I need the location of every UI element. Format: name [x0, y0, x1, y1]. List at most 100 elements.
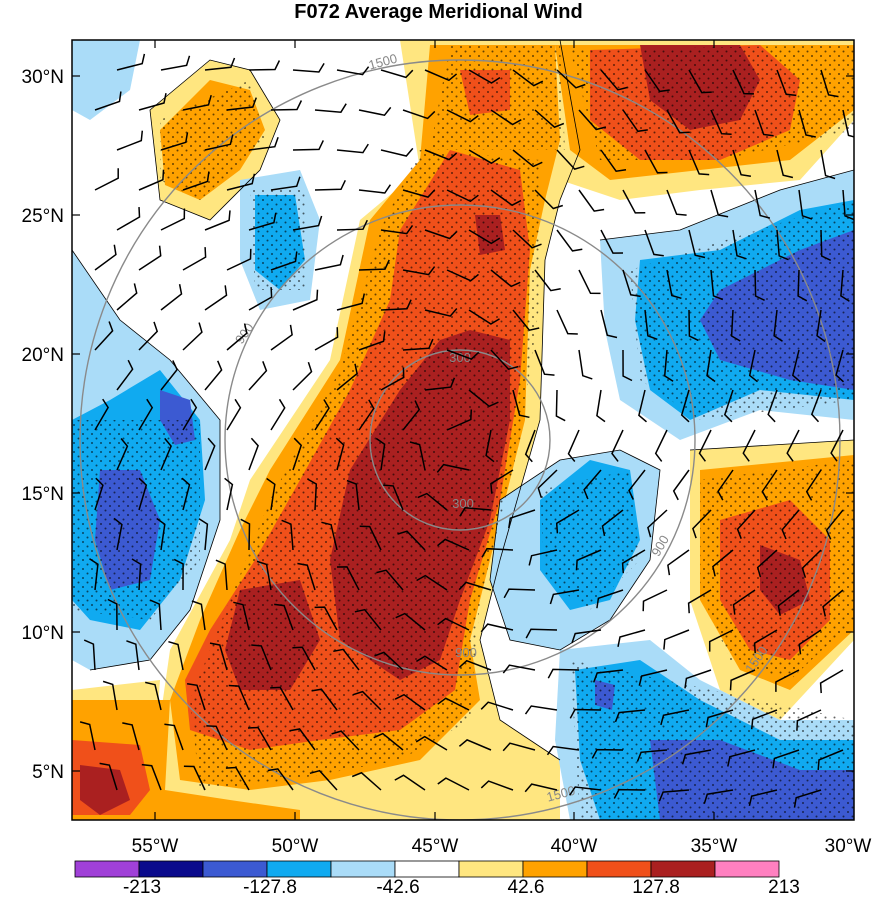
- wind-barb: [512, 149, 543, 168]
- wind-barb: [336, 293, 366, 311]
- ring-label-1500: 1500: [367, 51, 399, 73]
- wind-barb: [270, 251, 298, 271]
- wind-barb: [555, 389, 566, 422]
- wind-barb: [754, 109, 774, 137]
- wind-barb: [359, 525, 382, 551]
- wind-barb: [775, 669, 800, 692]
- wind-barb: [730, 309, 741, 342]
- wind-barb: [131, 558, 142, 591]
- wind-barb: [209, 642, 228, 671]
- wind-barb: [292, 289, 319, 311]
- wind-barb: [233, 601, 250, 631]
- wind-barb: [819, 669, 844, 694]
- wind-barb: [351, 771, 382, 791]
- wind-barb: [772, 749, 800, 769]
- wind-barb: [160, 360, 178, 391]
- wind-barb: [424, 229, 458, 240]
- colorbar-swatch-10: [714, 860, 780, 878]
- wind-barb: [116, 207, 141, 231]
- wind-barb: [642, 589, 668, 612]
- wind-barb: [600, 69, 628, 91]
- wind-barb: [537, 469, 558, 498]
- wind-barb: [591, 748, 624, 759]
- wind-barb: [601, 509, 624, 537]
- wind-barb: [380, 69, 414, 79]
- wind-barb: [458, 739, 492, 751]
- wind-barb: [107, 598, 118, 631]
- wind-barb: [94, 168, 119, 191]
- wind-barb: [830, 429, 844, 462]
- wind-barb: [820, 229, 832, 261]
- stippling-overlay: [72, 45, 854, 820]
- wind-barb: [375, 437, 386, 471]
- wind-barb: [416, 574, 448, 591]
- wind-barb: [182, 322, 203, 351]
- wind-barb: [801, 549, 822, 578]
- wind-barb: [138, 245, 162, 271]
- wind-barb: [314, 254, 344, 271]
- colorbar-swatch-6: [458, 860, 524, 878]
- wind-barb: [817, 749, 844, 770]
- wind-barb: [569, 708, 602, 719]
- wind-barb: [490, 469, 514, 494]
- wind-barb: [754, 189, 771, 219]
- wind-barb: [600, 229, 624, 254]
- wind-barb: [182, 94, 212, 111]
- lon-label-35w: 35°W: [691, 836, 738, 857]
- wind-barb: [191, 600, 206, 631]
- ring-label-300-lower: 300: [452, 496, 474, 511]
- wind-barb: [583, 469, 602, 500]
- wind-barb: [636, 749, 668, 762]
- wind-barb: [358, 331, 386, 351]
- lat-label-10n: 10°N: [22, 623, 64, 644]
- wind-barb: [622, 349, 633, 382]
- wind-barb: [534, 189, 564, 210]
- wind-barb: [402, 109, 436, 120]
- wind-barb: [138, 93, 167, 111]
- wind-barb: [248, 437, 259, 471]
- wind-barb: [571, 629, 602, 644]
- wind-barb: [297, 562, 316, 591]
- wind-barb: [292, 646, 316, 671]
- wind-barb: [805, 469, 822, 501]
- wind-barb: [578, 189, 605, 212]
- wind-barb: [248, 60, 281, 71]
- range-ring-1500: [79, 59, 841, 820]
- longitude-axis: 55°W 50°W 45°W 40°W 35°W 30°W: [132, 40, 871, 857]
- colorbar-swatch-7: [522, 860, 588, 878]
- wind-barb: [820, 149, 836, 180]
- wind-barb: [459, 507, 492, 517]
- wind-barb: [723, 389, 734, 423]
- wind-barb: [102, 680, 118, 711]
- wind-barb: [614, 709, 646, 723]
- wind-barb: [750, 709, 778, 730]
- wind-barb: [512, 69, 544, 87]
- wind-barb: [621, 549, 646, 574]
- wind-barb: [333, 648, 360, 671]
- wind-barb: [468, 69, 501, 84]
- wind-barb: [397, 530, 426, 551]
- wind-barb: [248, 287, 273, 311]
- wind-barb: [424, 377, 456, 391]
- wind-barb: [797, 269, 808, 302]
- colorbar-labels: -213 -127.8 -42.6 42.6 127.8 213: [123, 877, 800, 898]
- wind-barb: [556, 309, 578, 335]
- wind-barb: [480, 701, 514, 711]
- wind-barb: [753, 629, 778, 654]
- wind-barb: [336, 66, 370, 76]
- wind-barb: [592, 669, 624, 683]
- wind-barb: [314, 327, 339, 351]
- map-title: F072 Average Meridional Wind: [294, 1, 583, 23]
- wind-barb: [705, 709, 734, 728]
- wind-barb: [490, 189, 522, 207]
- wind-barb: [706, 349, 716, 383]
- wind-barb: [578, 269, 601, 295]
- wind-barb: [776, 69, 797, 97]
- wind-barb: [270, 176, 301, 191]
- wind-barb: [791, 349, 801, 383]
- wind-barb: [380, 147, 414, 157]
- wind-barb: [776, 229, 789, 261]
- ring-label-1500-lower: 1500: [545, 783, 577, 805]
- wind-barb: [468, 389, 499, 408]
- wind-barb: [116, 359, 134, 391]
